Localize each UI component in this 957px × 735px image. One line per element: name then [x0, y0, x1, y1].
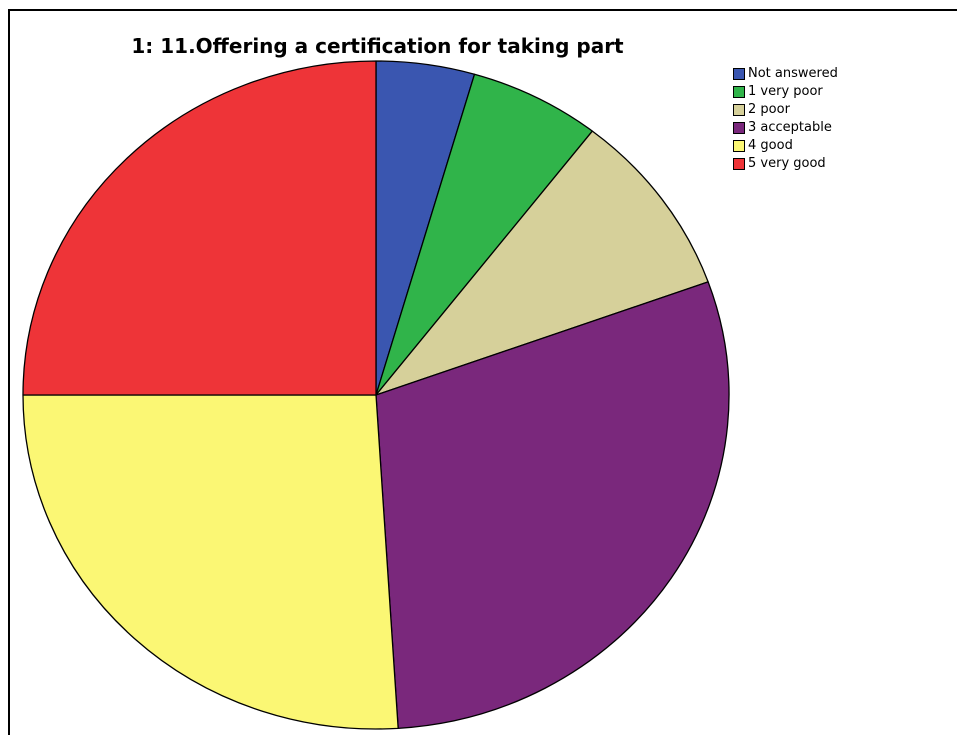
legend-item: 2 poor [733, 101, 838, 119]
legend-label: 2 poor [748, 102, 790, 117]
legend-item: 1 very poor [733, 83, 838, 101]
legend-item: 3 acceptable [733, 119, 838, 137]
legend-swatch [733, 122, 745, 134]
pie-slice [375, 281, 730, 729]
pie-slice [375, 73, 594, 396]
frame-top-border [8, 9, 957, 11]
legend-label: 4 good [748, 138, 793, 153]
legend-swatch [733, 140, 745, 152]
legend-label: 3 acceptable [748, 120, 832, 135]
legend-swatch [733, 104, 745, 116]
legend-item: Not answered [733, 65, 838, 83]
legend-swatch [733, 68, 745, 80]
legend: Not answered 1 very poor 2 poor 3 accept… [733, 65, 838, 173]
legend-item: 4 good [733, 137, 838, 155]
legend-swatch [733, 158, 745, 170]
legend-item: 5 very good [733, 155, 838, 173]
legend-label: 5 very good [748, 156, 826, 171]
chart-title: 1: 11.Offering a certification for takin… [131, 34, 624, 58]
pie-slice [375, 130, 709, 396]
frame-left-border [8, 9, 10, 735]
pie-slice [22, 394, 399, 730]
pie-slice [22, 60, 377, 396]
legend-label: Not answered [748, 66, 838, 81]
legend-swatch [733, 86, 745, 98]
legend-label: 1 very poor [748, 84, 823, 99]
